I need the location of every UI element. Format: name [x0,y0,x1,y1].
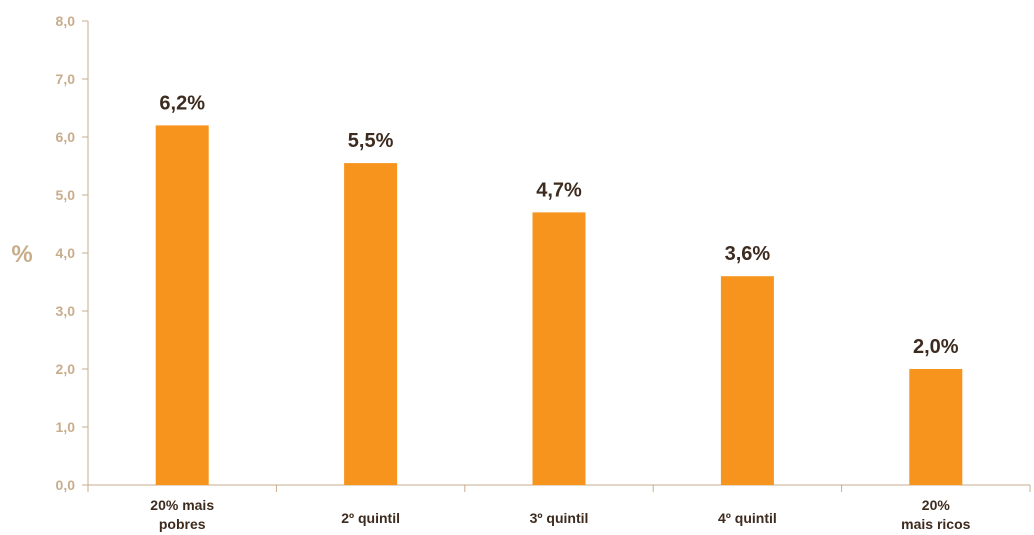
category-label: 2º quintil [341,510,400,526]
bar [720,276,774,485]
y-tick-label: 2,0 [56,361,76,377]
x-axis: 20% mais pobres 2º quintil 3º quintil 4º qui… [87,484,1031,532]
y-tick-label: 5,0 [56,187,76,203]
category-label: mais ricos [901,516,970,532]
y-tick-label: 3,0 [56,303,76,319]
bars [155,125,963,486]
category-label: 20% [922,497,951,513]
bar [155,125,209,486]
y-tick-label: 7,0 [56,71,76,87]
data-label: 2,0% [913,336,959,358]
y-axis-title: % [11,241,32,268]
y-axis: 0,0 1,0 2,0 3,0 4,0 5,0 6,0 7,0 8,0 [56,13,89,493]
category-label: 20% mais [150,497,214,513]
data-labels: 6,2% 5,5% 4,7% 3,6% 2,0% [159,92,958,358]
bar [532,212,586,485]
data-label: 6,2% [159,92,205,114]
data-label: 5,5% [348,130,394,152]
category-label: pobres [159,516,206,532]
data-label: 3,6% [725,243,771,265]
bar [909,369,963,485]
data-label: 4,7% [536,179,582,201]
category-label: 3º quintil [530,510,589,526]
category-label: 4º quintil [718,510,777,526]
bar [344,163,398,485]
y-tick-label: 1,0 [56,419,76,435]
y-tick-label: 4,0 [56,245,76,261]
y-tick-label: 0,0 [56,477,76,493]
y-tick-label: 8,0 [56,13,76,29]
y-tick-label: 6,0 [56,129,76,145]
